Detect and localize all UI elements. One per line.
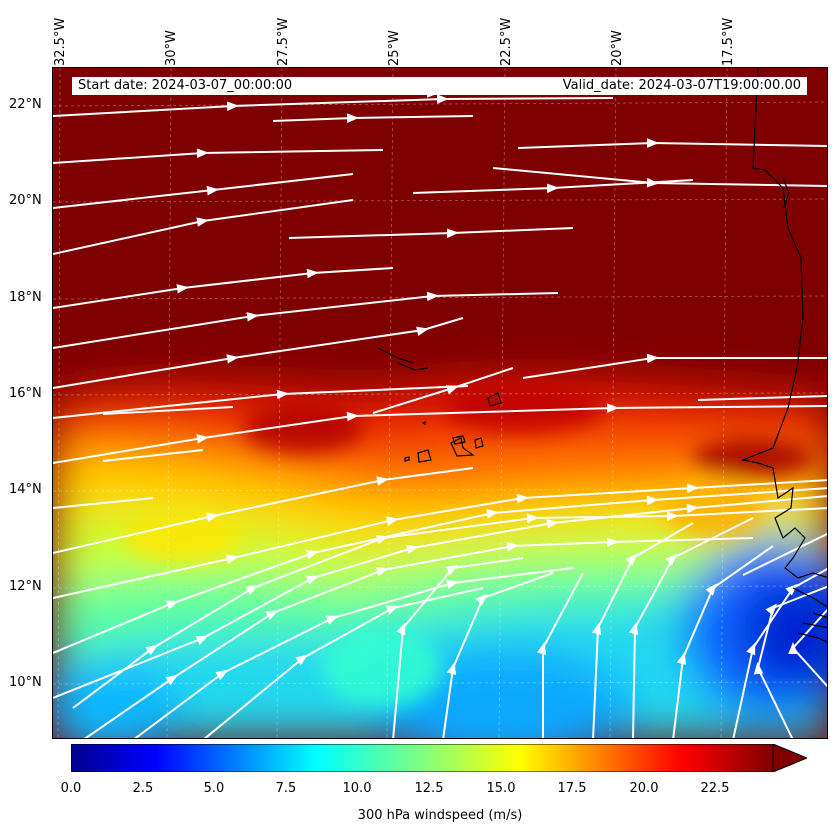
lat-label: 16°N	[9, 386, 42, 401]
lat-label: 22°N	[9, 97, 42, 112]
lon-label: 30°W	[164, 30, 179, 66]
colorbar-extend-max	[772, 744, 807, 772]
map-panel	[52, 67, 828, 739]
lat-label: 14°N	[9, 482, 42, 497]
lon-label: 17.5°W	[721, 17, 736, 66]
lat-label: 20°N	[9, 193, 42, 208]
info-box: Start date: 2024-03-07_00:00:00 Valid_da…	[72, 77, 807, 95]
windspeed-map	[53, 68, 827, 738]
colorbar-tick: 7.5	[275, 781, 297, 796]
lon-label: 25°W	[387, 30, 402, 66]
colorbar-tick: 0.0	[60, 781, 82, 796]
valid-date-label: Valid_date: 2024-03-07T19:00:00.00	[562, 78, 801, 93]
colorbar-tick: 12.5	[414, 781, 444, 796]
lon-label: 32.5°W	[53, 17, 68, 66]
colorbar-tick: 2.5	[132, 781, 154, 796]
start-date-label: Start date: 2024-03-07_00:00:00	[78, 78, 293, 93]
lat-label: 18°N	[9, 290, 42, 305]
lon-label: 27.5°W	[276, 17, 291, 66]
colorbar-tick: 15.0	[486, 781, 516, 796]
colorbar-label: 300 hPa windspeed (m/s)	[357, 808, 523, 823]
colorbar-tick: 20.0	[629, 781, 659, 796]
lat-label: 12°N	[9, 579, 42, 594]
colorbar-tick: 17.5	[557, 781, 587, 796]
coastline	[377, 68, 827, 643]
colorbar-tick: 10.0	[342, 781, 372, 796]
streamlines	[53, 87, 827, 738]
colorbar	[71, 744, 807, 772]
lon-label: 20°W	[610, 30, 625, 66]
lat-label: 10°N	[9, 675, 42, 690]
colorbar-tick: 22.5	[700, 781, 730, 796]
lon-label: 22.5°W	[499, 17, 514, 66]
colorbar-tick: 5.0	[203, 781, 225, 796]
